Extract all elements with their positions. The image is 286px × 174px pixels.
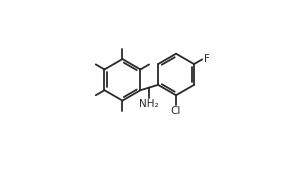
Text: Cl: Cl — [171, 106, 181, 116]
Text: F: F — [204, 54, 210, 64]
Text: NH₂: NH₂ — [140, 99, 159, 109]
